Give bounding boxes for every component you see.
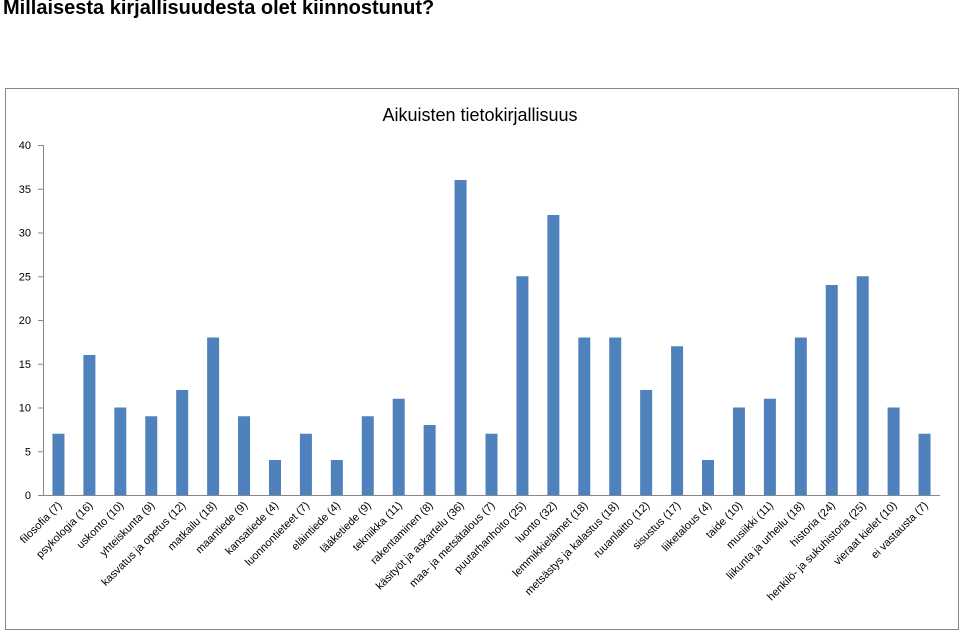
y-tick-label: 35 xyxy=(19,184,31,196)
bar xyxy=(423,425,436,495)
y-tick-label: 25 xyxy=(19,271,31,283)
y-tick-label: 0 xyxy=(25,490,31,502)
chart-title: Aikuisten tietokirjallisuus xyxy=(382,105,577,125)
bar xyxy=(52,433,65,495)
bar xyxy=(825,285,838,495)
bar xyxy=(763,398,776,495)
bar xyxy=(918,433,931,495)
bar-group xyxy=(52,180,931,495)
bar xyxy=(794,337,807,495)
bar xyxy=(887,407,900,495)
y-tick-label: 15 xyxy=(19,359,31,371)
bar xyxy=(671,346,684,495)
bar xyxy=(454,180,467,495)
y-tick-label: 10 xyxy=(19,403,31,415)
bar xyxy=(640,390,653,495)
question-heading: Millaisesta kirjallisuudesta olet kiinno… xyxy=(3,0,435,19)
bar xyxy=(609,337,622,495)
bar xyxy=(299,433,312,495)
bar xyxy=(238,416,251,495)
bar xyxy=(330,460,343,495)
bar xyxy=(856,276,869,495)
bar xyxy=(732,407,745,495)
bar xyxy=(702,460,715,495)
bar xyxy=(207,337,220,495)
bar xyxy=(392,398,405,495)
y-tick-label: 40 xyxy=(19,140,31,152)
y-tick-label: 30 xyxy=(19,228,31,240)
bar xyxy=(485,433,498,495)
bar xyxy=(268,460,281,495)
bar xyxy=(547,215,560,495)
y-tick-group: 0 5 10 15 20 25 30 35 40 xyxy=(19,140,43,502)
bar xyxy=(516,276,529,495)
bar xyxy=(114,407,127,495)
bar xyxy=(578,337,591,495)
bar xyxy=(83,355,96,495)
bar xyxy=(176,390,189,495)
y-tick-label: 5 xyxy=(25,446,31,458)
y-tick-label: 20 xyxy=(19,315,31,327)
bar xyxy=(361,416,374,495)
bar xyxy=(145,416,158,495)
